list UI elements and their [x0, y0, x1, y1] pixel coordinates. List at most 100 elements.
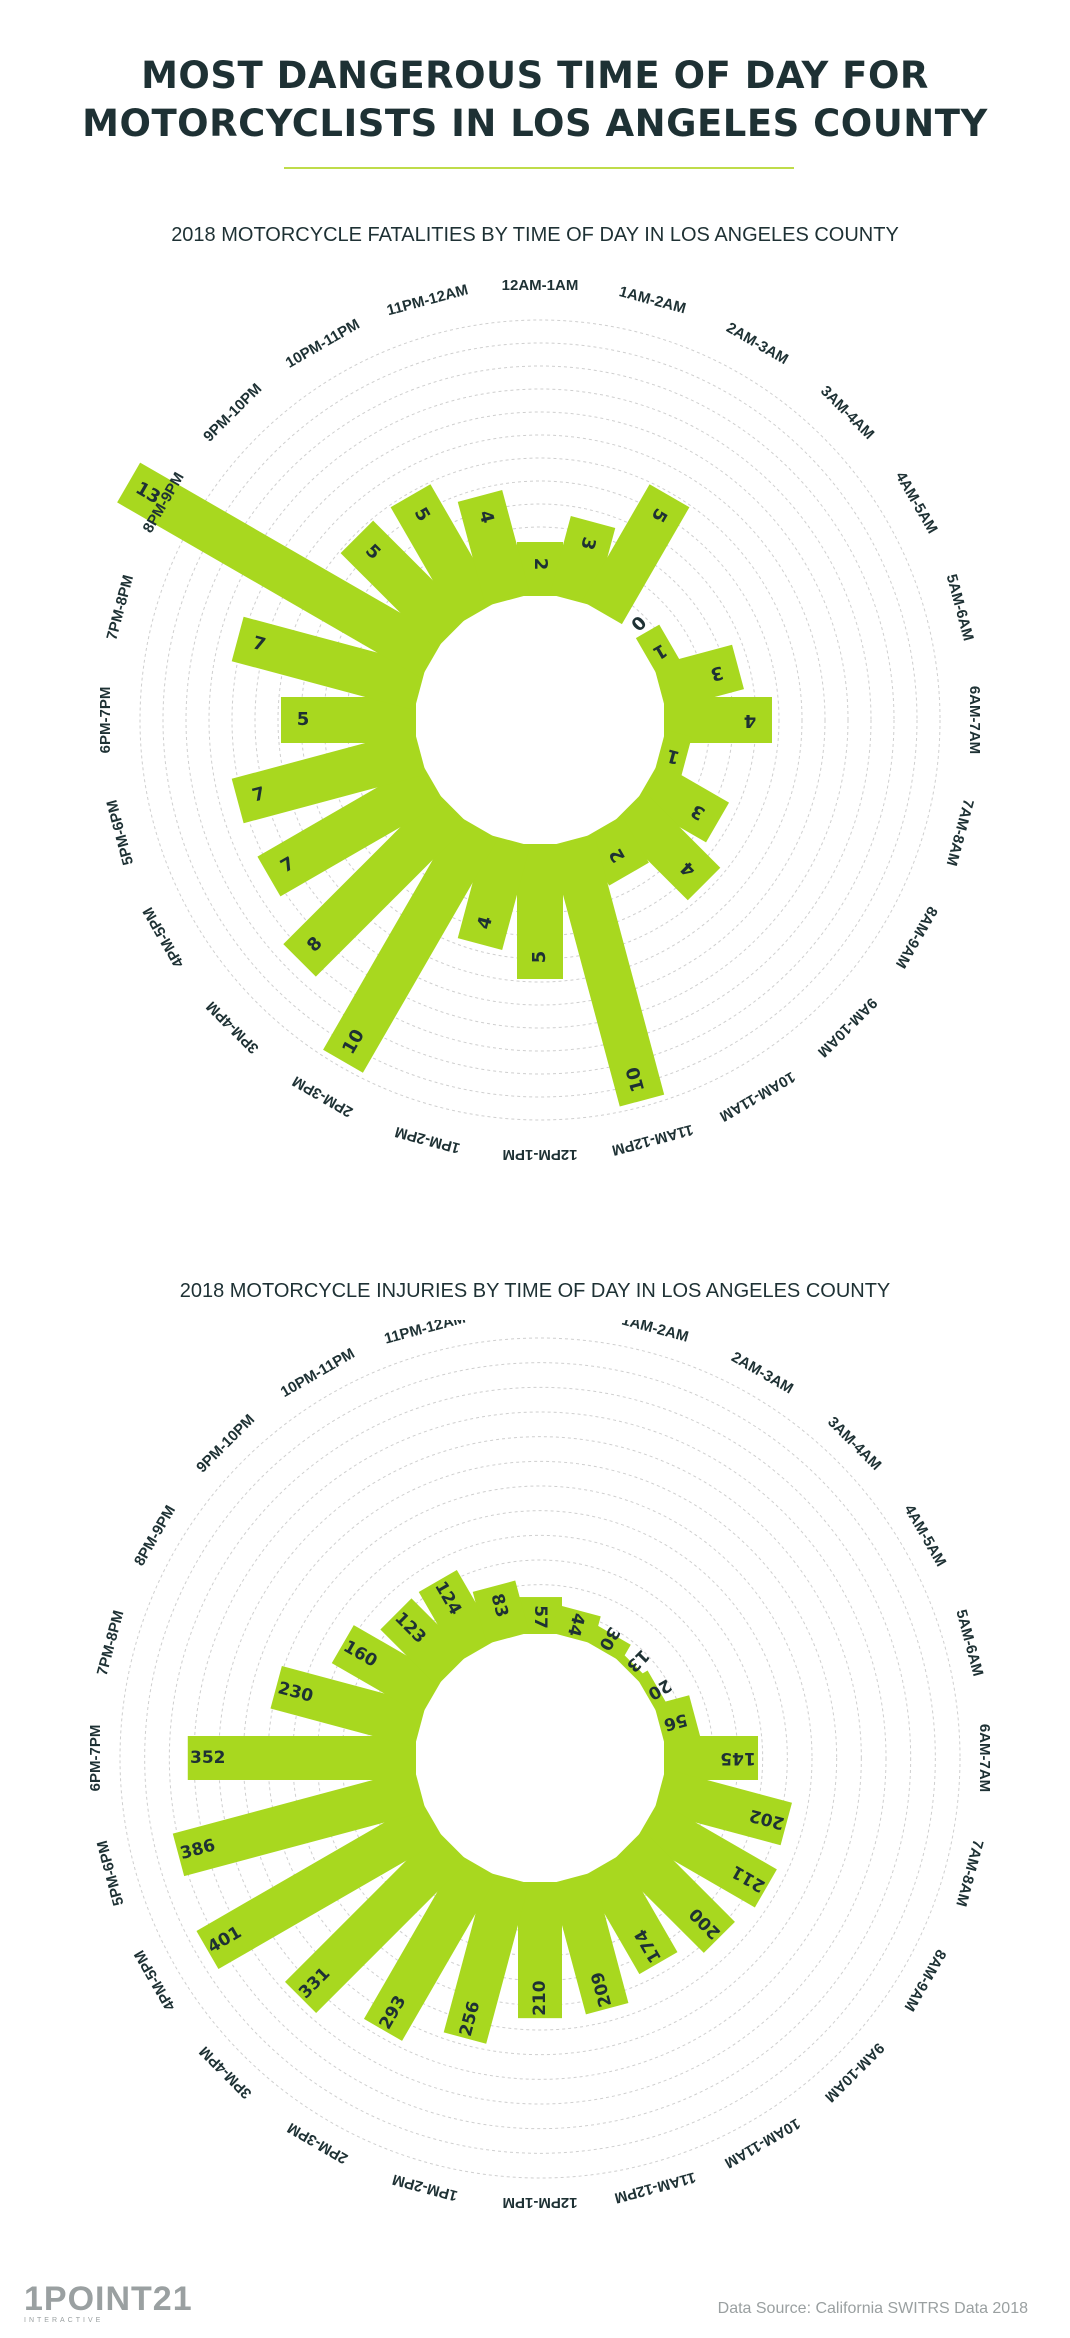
bar: [654, 1695, 701, 1748]
title-divider: [284, 167, 794, 169]
grid-ring: [144, 1362, 936, 2154]
category-label-group: 8PM-9PM: [131, 1503, 179, 1569]
bar: [380, 1598, 468, 1686]
category-label-group: 5PM-6PM: [94, 1839, 128, 1908]
category-label: 7PM-8PM: [94, 1609, 128, 1678]
bar-group: 56: [654, 1695, 701, 1748]
category-label-group: 9PM-10PM: [193, 1411, 258, 1476]
bar-group: 8: [283, 791, 469, 977]
fatalities-chart-title: 2018 MOTORCYCLE FATALITIES BY TIME OF DA…: [171, 224, 899, 246]
grid-ring: [139, 319, 941, 1121]
bar-group: 145: [664, 1736, 759, 1780]
category-label-group: 11PM-12AM: [385, 281, 470, 319]
bar-group: 200: [612, 1830, 735, 1953]
category-label-group: 12AM-1AM: [502, 277, 579, 294]
bar: [654, 1768, 792, 1846]
category-label-group: 3PM-4PM: [196, 2043, 255, 2102]
category-label-group: 4PM-5PM: [131, 1947, 179, 2013]
data-label: 2: [530, 558, 551, 571]
bar-group: 5: [582, 484, 690, 625]
bar: [611, 791, 721, 901]
category-label: 10PM-11PM: [278, 1345, 358, 1401]
bar-group: 230: [270, 1666, 426, 1748]
bar: [457, 833, 531, 951]
bar: [390, 484, 498, 625]
bar: [117, 462, 445, 678]
data-label: 3: [708, 661, 726, 685]
grid-ring: [254, 434, 826, 1006]
category-label: 5AM-6AM: [943, 572, 977, 642]
bar: [664, 697, 772, 743]
category-label: 9AM-10AM: [821, 2039, 887, 2105]
data-label: 145: [720, 1748, 756, 1768]
category-label-group: 12PM-1PM: [502, 1146, 577, 1163]
data-label: 7: [250, 783, 268, 807]
bar-group: 352: [187, 1736, 416, 1780]
bar-group: 7: [231, 729, 427, 824]
category-label-group: 2PM-3PM: [290, 1072, 356, 1120]
category-label-group: 2PM-3PM: [285, 2119, 351, 2167]
bar-group: 7: [257, 762, 445, 897]
bar-group: 5: [281, 697, 416, 743]
category-label-group: 2AM-3AM: [728, 1349, 796, 1398]
category-label-group: 4AM-5AM: [901, 1502, 950, 1570]
bar-group: 256: [443, 1872, 530, 2044]
category-label-group: 5AM-6AM: [943, 572, 977, 642]
category-label-group: 11AM-12PM: [610, 1121, 695, 1159]
category-label: 9PM-10PM: [200, 380, 265, 445]
category-label: 7AM-8AM: [952, 1838, 986, 1908]
data-label: 210: [530, 1980, 550, 2016]
injuries-radial-chart: 57 44 301320561452022112001742092102562933…: [87, 1320, 993, 2211]
category-label-group: 10AM-11AM: [722, 2115, 803, 2172]
bar-group: 10: [549, 833, 665, 1107]
bar: [549, 833, 665, 1107]
category-label-group: 9PM-10PM: [200, 380, 265, 445]
category-label-group: 8AM-9AM: [892, 903, 941, 971]
bar: [457, 489, 531, 607]
category-label-group: 5AM-6AM: [952, 1608, 986, 1678]
category-label: 11AM-12PM: [610, 1121, 695, 1159]
bar: [636, 1800, 777, 1908]
bar-group: 5: [517, 844, 563, 979]
bar: [550, 1872, 629, 2015]
bar-group: 5: [390, 484, 498, 625]
category-label-group: 8AM-9AM: [901, 1946, 950, 2014]
grid-ring: [231, 411, 849, 1029]
bar: [612, 1830, 735, 1953]
category-label-group: 6PM-7PM: [97, 687, 114, 754]
data-source: Data Source: California SWITRS Data 2018: [717, 2300, 1028, 2317]
category-label: 9AM-10AM: [814, 994, 880, 1060]
logo-text: 1POINT21: [24, 2280, 193, 2318]
category-label: 6PM-7PM: [87, 1725, 104, 1792]
bar: [257, 762, 445, 897]
category-label: 12AM-1AM: [502, 1320, 579, 1322]
category-label: 6AM-7AM: [966, 686, 983, 754]
category-label-group: 12PM-1PM: [502, 2194, 577, 2211]
category-label-group: 5PM-6PM: [103, 798, 137, 867]
category-label-group: 7PM-8PM: [94, 1609, 128, 1678]
bar-group: 202: [654, 1768, 792, 1846]
bar: [187, 1736, 416, 1780]
bar-group: 211: [636, 1800, 777, 1908]
category-label: 3PM-4PM: [196, 2043, 255, 2102]
logo-subtext: INTERACTIVE: [24, 2317, 104, 2324]
bar: [363, 1854, 498, 2041]
category-label: 8AM-9AM: [892, 903, 941, 971]
bar-group: 209: [550, 1872, 629, 2015]
bar: [231, 729, 427, 824]
bar: [582, 484, 690, 625]
data-label: 0: [626, 611, 650, 635]
bar-group: 210: [518, 1882, 562, 2019]
category-label: 1PM-2PM: [393, 1123, 462, 1157]
category-label-group: 11AM-12PM: [613, 2168, 698, 2206]
category-label: 3PM-4PM: [203, 998, 262, 1057]
category-label-group: 12AM-1AM: [502, 1320, 579, 1322]
bar: [517, 844, 563, 979]
bar: [331, 1625, 444, 1716]
bar: [283, 791, 469, 977]
category-label: 2AM-3AM: [723, 319, 791, 368]
category-label: 1AM-2AM: [617, 283, 687, 317]
bar-group: 7: [231, 616, 427, 711]
brand-logo: 1POINT21 INTERACTIVE: [24, 2282, 193, 2324]
bar-group: 124: [418, 1569, 498, 1662]
